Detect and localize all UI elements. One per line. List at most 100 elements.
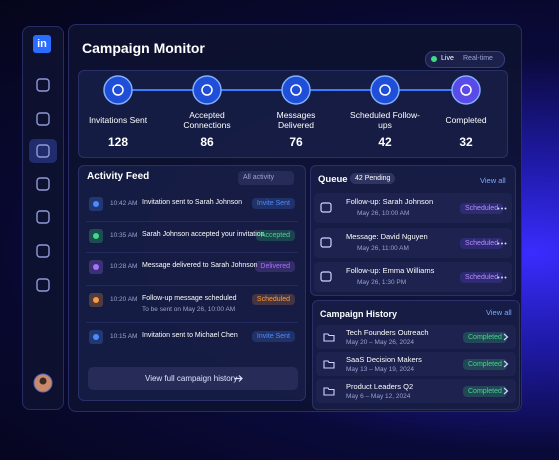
- folder-icon: [323, 360, 335, 369]
- chevron: [503, 387, 509, 395]
- activity-sub: To be sent on May 26, 10:00 AM: [142, 306, 236, 313]
- title: Campaign Monitor: [82, 40, 205, 56]
- activity-status: Accepted: [255, 230, 295, 241]
- nav-icon[interactable]: [35, 277, 51, 293]
- queue-item-date: May 26, 10:00 AM: [357, 210, 410, 217]
- folder-icon: [323, 387, 335, 396]
- stage-value: 86: [200, 135, 214, 149]
- activity-text: Invitation sent to Michael Chen: [142, 332, 238, 339]
- history-status: Completed: [463, 386, 507, 397]
- history-button-text: View full campaign history: [145, 374, 238, 383]
- activity-icon: [89, 197, 103, 211]
- more[interactable]: [497, 242, 507, 245]
- divider: [86, 322, 298, 323]
- queue-icon: [320, 271, 332, 282]
- activity-icon: [89, 229, 103, 243]
- divider: [86, 221, 298, 222]
- activity-time: 10:20 AM: [110, 296, 138, 303]
- mode: Real-time: [463, 55, 493, 62]
- history-dates: May 13 – May 19, 2024: [346, 366, 414, 373]
- folder-icon: [323, 333, 335, 342]
- stage-value: 42: [378, 135, 392, 149]
- activity-time: 10:15 AM: [110, 333, 138, 340]
- divider: [86, 252, 298, 253]
- history-button[interactable]: [88, 367, 298, 390]
- activity-panel: [78, 165, 306, 401]
- queue-item-date: May 26, 11:00 AM: [357, 245, 409, 252]
- stage-icon: [192, 75, 222, 105]
- nav-icon[interactable]: [35, 176, 51, 192]
- stage-label: Scheduled Follow-ups: [350, 110, 420, 130]
- queue-badge: 42 Pending: [350, 173, 396, 184]
- history-status: Completed: [463, 359, 507, 370]
- sidebar: [22, 26, 64, 410]
- logo[interactable]: in: [33, 35, 51, 53]
- activity-time: 10:28 AM: [110, 263, 138, 270]
- stage-label: Invitations Sent: [88, 115, 148, 125]
- queue-status: Scheduled: [460, 203, 504, 214]
- history-item[interactable]: [316, 352, 516, 376]
- stage-value: 32: [459, 135, 473, 149]
- chevron: [503, 333, 509, 341]
- queue-status: Scheduled: [460, 238, 504, 249]
- nav-icon[interactable]: [35, 111, 51, 127]
- arrow: [235, 375, 243, 382]
- activity-icon: [89, 260, 103, 274]
- activity-text: Message delivered to Sarah Johnson: [142, 262, 258, 269]
- activity-text: Invitation sent to Sarah Johnson: [142, 199, 243, 206]
- more[interactable]: [497, 207, 507, 210]
- activity-text: Follow-up message scheduled: [142, 295, 237, 302]
- activity-icon: [89, 330, 103, 344]
- stage-icon: [370, 75, 400, 105]
- activity-status: Invite Sent: [251, 198, 295, 209]
- stage-icon: [451, 75, 481, 105]
- divider: [86, 285, 298, 286]
- queue-icon: [320, 202, 332, 213]
- nav-icon[interactable]: [35, 77, 51, 93]
- activity-filter[interactable]: All activity: [238, 171, 294, 185]
- stage-value: 128: [107, 135, 129, 149]
- history-link[interactable]: View all: [486, 308, 512, 317]
- history-dates: May 20 – May 26, 2024: [346, 339, 414, 346]
- activity-icon: [89, 293, 103, 307]
- stage-label: Messages Delivered: [276, 110, 316, 130]
- nav-active: [29, 139, 57, 163]
- history-name: Product Leaders Q2: [346, 382, 414, 391]
- stage-label: Accepted Connections: [183, 110, 231, 130]
- activity-status: Invite Sent: [251, 331, 295, 342]
- activity-title: Activity Feed: [87, 171, 150, 182]
- history-item[interactable]: [316, 325, 516, 349]
- live-pill[interactable]: [425, 51, 505, 68]
- nav-icon[interactable]: [35, 143, 51, 159]
- activity-time: 10:35 AM: [110, 232, 138, 239]
- pipeline-box: [78, 70, 508, 158]
- queue-icon: [320, 237, 332, 248]
- nav-icon[interactable]: [35, 209, 51, 225]
- queue-item-title: Follow-up: Sarah Johnson: [346, 197, 434, 206]
- stage-label: Completed: [445, 115, 487, 125]
- queue-item[interactable]: [314, 262, 512, 292]
- live-dot: [431, 56, 437, 62]
- history-title: Campaign History: [320, 309, 398, 319]
- avatar[interactable]: [33, 373, 53, 393]
- queue-status: Scheduled: [460, 272, 504, 283]
- history-name: SaaS Decision Makers: [346, 355, 422, 364]
- queue-title: Queue: [318, 174, 348, 185]
- queue-item-title: Follow-up: Emma Williams: [346, 266, 435, 275]
- history-name: Tech Founders Outreach: [346, 328, 429, 337]
- history-status: Completed: [463, 332, 507, 343]
- stage-icon: [281, 75, 311, 105]
- activity-status: Delivered: [255, 261, 295, 272]
- activity-time: 10:42 AM: [110, 200, 138, 207]
- more[interactable]: [497, 276, 507, 279]
- queue-item[interactable]: [314, 193, 512, 223]
- queue-item[interactable]: [314, 228, 512, 258]
- queue-link[interactable]: View all: [480, 176, 506, 185]
- queue-item-title: Message: David Nguyen: [346, 232, 428, 241]
- history-item[interactable]: [316, 379, 516, 403]
- history-dates: May 6 – May 12, 2024: [346, 393, 411, 400]
- nav-icon[interactable]: [35, 243, 51, 259]
- stage-icon: [103, 75, 133, 105]
- chevron: [503, 360, 509, 368]
- live-status: Live: [441, 55, 454, 62]
